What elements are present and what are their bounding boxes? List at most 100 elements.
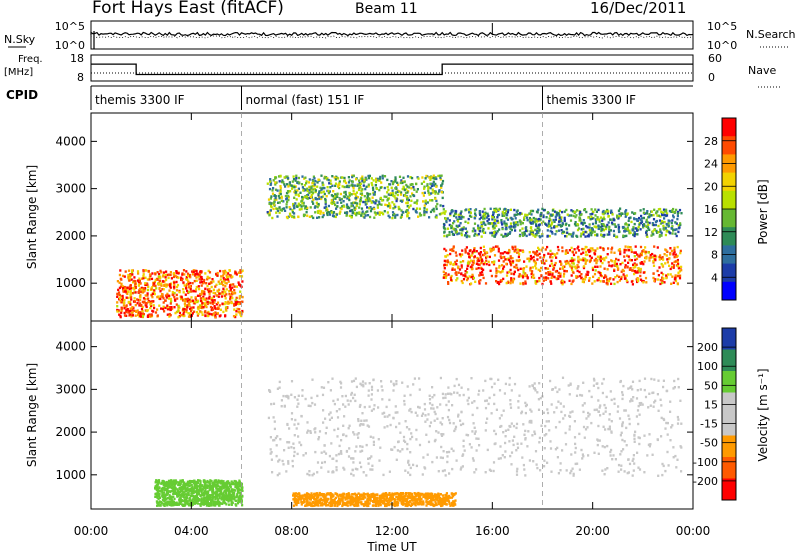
data-cell (382, 212, 385, 216)
data-cell (548, 220, 551, 223)
data-cell (468, 235, 471, 238)
data-cell (206, 300, 209, 304)
data-cell (142, 275, 145, 278)
data-cell (216, 301, 220, 304)
data-cell (477, 393, 480, 396)
data-cell (394, 214, 397, 217)
data-cell (413, 377, 416, 380)
data-cell (651, 256, 654, 259)
data-cell (542, 214, 545, 217)
data-cell (457, 413, 460, 416)
data-cell (611, 458, 614, 461)
data-cell (633, 251, 636, 254)
data-cell (533, 276, 536, 279)
data-cell (636, 271, 639, 274)
data-cell (202, 282, 205, 285)
data-cell (129, 294, 132, 297)
data-cell (302, 189, 305, 192)
data-cell (451, 268, 454, 271)
data-cell (516, 209, 519, 212)
data-cell (411, 176, 414, 180)
data-cell (189, 287, 192, 291)
data-cell (147, 285, 150, 288)
data-cell (197, 492, 200, 495)
data-cell (185, 482, 188, 486)
data-cell (341, 205, 344, 208)
data-cell (370, 201, 373, 204)
data-cell (159, 275, 162, 278)
data-cell (652, 213, 655, 217)
data-cell (521, 274, 525, 277)
data-cell (373, 216, 376, 219)
data-cell (428, 394, 431, 397)
data-cell (236, 481, 239, 484)
data-cell (205, 490, 208, 494)
data-cell (126, 286, 129, 289)
data-cell (152, 304, 155, 307)
data-cell (530, 272, 533, 276)
data-cell (313, 206, 316, 209)
data-cell (491, 214, 495, 217)
data-cell (457, 415, 460, 418)
data-cell (470, 275, 473, 279)
data-cell (186, 289, 189, 293)
data-cell (187, 493, 190, 497)
data-cell (165, 285, 168, 288)
data-cell (170, 500, 173, 503)
data-cell (532, 259, 535, 262)
data-cell (623, 275, 626, 278)
data-cell (395, 187, 398, 190)
data-cell (633, 234, 636, 238)
data-cell (304, 205, 307, 208)
data-cell (625, 444, 628, 447)
data-cell (182, 281, 185, 284)
data-cell (348, 214, 351, 218)
data-cell (524, 411, 527, 415)
data-cell (394, 176, 397, 179)
data-cell (328, 182, 331, 185)
data-cell (241, 309, 244, 313)
data-cell (381, 389, 384, 392)
cpid-segment-label: themis 3300 IF (547, 93, 637, 107)
data-cell (381, 412, 384, 415)
data-cell (490, 274, 493, 278)
data-cell (177, 490, 180, 494)
data-cell (637, 466, 640, 469)
data-cell (663, 228, 666, 231)
data-cell (415, 202, 418, 205)
data-cell (509, 281, 512, 285)
data-cell (676, 260, 679, 264)
data-cell (671, 275, 674, 278)
data-cell (441, 469, 444, 473)
data-cell (378, 200, 381, 203)
data-cell (187, 491, 190, 494)
data-cell (581, 247, 584, 251)
data-cell (486, 219, 489, 223)
data-cell (335, 207, 338, 210)
data-cell (662, 277, 665, 280)
data-cell (292, 215, 296, 218)
data-cell (234, 481, 237, 484)
data-cell (601, 469, 604, 472)
data-cell (423, 207, 426, 210)
data-cell (605, 226, 608, 229)
data-cell (269, 182, 273, 185)
data-cell (194, 290, 197, 293)
data-cell (345, 185, 348, 189)
data-cell (477, 252, 481, 255)
data-cell (478, 282, 481, 285)
data-cell (208, 292, 211, 295)
data-cell (373, 201, 376, 204)
data-cell (402, 176, 405, 179)
data-cell (164, 283, 167, 286)
data-cell (119, 314, 122, 318)
data-cell (431, 182, 434, 186)
data-cell (214, 498, 217, 501)
data-cell (307, 193, 310, 196)
data-cell (268, 212, 271, 215)
data-cell (516, 223, 519, 227)
data-cell (489, 250, 492, 253)
data-cell (545, 420, 548, 423)
data-cell (464, 275, 467, 278)
data-cell (224, 501, 227, 505)
